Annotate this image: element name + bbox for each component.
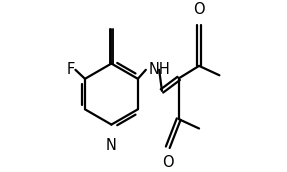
Text: NH: NH <box>149 62 171 77</box>
Text: O: O <box>162 155 174 170</box>
Text: F: F <box>67 62 75 77</box>
Text: O: O <box>193 2 205 17</box>
Text: N: N <box>106 138 117 153</box>
